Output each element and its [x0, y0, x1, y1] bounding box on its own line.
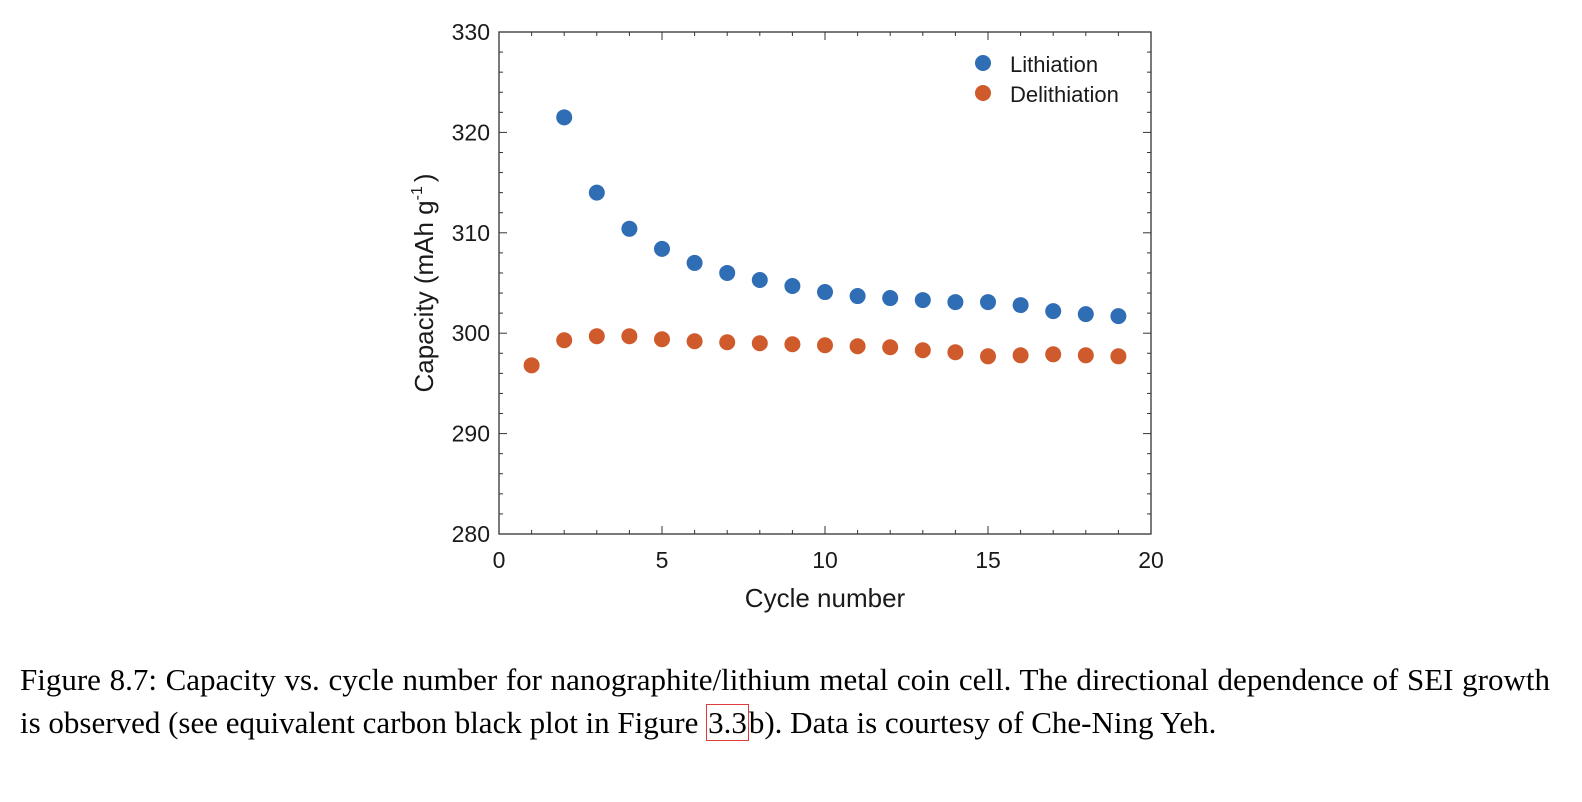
data-point-lithiation [849, 288, 866, 305]
data-point-delithiation [849, 338, 866, 355]
data-point-lithiation [751, 271, 768, 288]
data-point-delithiation [784, 336, 801, 353]
data-point-lithiation [882, 290, 899, 307]
legend: Lithiation Delithiation [975, 52, 1119, 107]
capacity-chart: 0 5 10 15 20 280 290 300 310 320 330 Cycle number… [409, 19, 1164, 613]
data-point-delithiation [686, 333, 703, 350]
data-point-lithiation [1110, 308, 1127, 325]
x-tick-label: 5 [656, 547, 669, 573]
y-axis-title-close: ) [409, 173, 439, 182]
figure-reference-link[interactable]: 3.3 [706, 704, 749, 741]
data-point-lithiation [719, 264, 736, 281]
data-point-delithiation [588, 328, 605, 345]
y-tick-label: 330 [452, 19, 490, 45]
y-tick-label: 290 [452, 421, 490, 447]
x-tick-label: 15 [975, 547, 1001, 573]
legend-label-lithiation: Lithiation [1010, 52, 1098, 77]
y-axis-title: Capacity (mAh g-1) [409, 173, 439, 392]
data-point-delithiation [719, 334, 736, 351]
caption-text-before: Figure 8.7: Capacity vs. cycle number fo… [20, 662, 1550, 740]
data-point-delithiation [980, 348, 996, 365]
minor-ticks [499, 32, 1151, 534]
legend-marker-lithiation [975, 55, 991, 71]
y-tick-label: 280 [452, 521, 490, 547]
y-tick-label: 310 [452, 220, 490, 246]
data-point-delithiation [654, 331, 670, 348]
data-point-delithiation [751, 335, 768, 352]
caption-text-after: b). Data is courtesy of Che-Ning Yeh. [748, 705, 1217, 740]
data-points [523, 109, 1127, 374]
x-tick-label: 10 [812, 547, 838, 573]
data-point-delithiation [947, 344, 964, 361]
plot-frame [498, 31, 1152, 535]
data-point-delithiation [914, 342, 931, 359]
data-point-lithiation [784, 278, 801, 295]
data-point-lithiation [1077, 306, 1094, 323]
data-point-lithiation [1012, 297, 1029, 314]
data-point-lithiation [654, 240, 670, 257]
data-point-delithiation [1110, 348, 1127, 365]
y-axis-title-main: Capacity (mAh g [409, 200, 439, 392]
data-point-lithiation [621, 220, 638, 237]
x-axis-title: Cycle number [745, 583, 906, 613]
data-point-lithiation [980, 294, 996, 311]
legend-marker-delithiation [975, 85, 991, 101]
legend-label-delithiation: Delithiation [1010, 82, 1119, 107]
y-tick-label: 320 [452, 119, 490, 145]
data-point-lithiation [686, 254, 703, 271]
major-ticks [498, 31, 1152, 535]
data-point-delithiation [882, 339, 899, 356]
data-point-lithiation [914, 292, 931, 309]
y-tick-label: 300 [452, 320, 490, 346]
figure-caption: Figure 8.7: Capacity vs. cycle number fo… [20, 658, 1550, 744]
data-point-delithiation [621, 328, 638, 345]
data-point-delithiation [1077, 347, 1094, 364]
data-point-lithiation [817, 284, 833, 301]
data-point-lithiation [1045, 303, 1062, 320]
data-point-delithiation [523, 357, 540, 374]
data-point-delithiation [1045, 346, 1062, 363]
data-point-lithiation [947, 294, 964, 311]
data-point-lithiation [588, 184, 605, 201]
x-tick-label: 20 [1138, 547, 1164, 573]
data-point-delithiation [817, 337, 833, 354]
data-point-delithiation [1012, 347, 1029, 364]
x-tick-label: 0 [493, 547, 506, 573]
x-tick-labels: 0 5 10 15 20 [493, 547, 1164, 573]
y-axis-title-superscript: -1 [409, 186, 426, 200]
data-point-delithiation [556, 332, 573, 349]
y-tick-labels: 280 290 300 310 320 330 [452, 19, 490, 547]
data-point-lithiation [556, 109, 573, 126]
